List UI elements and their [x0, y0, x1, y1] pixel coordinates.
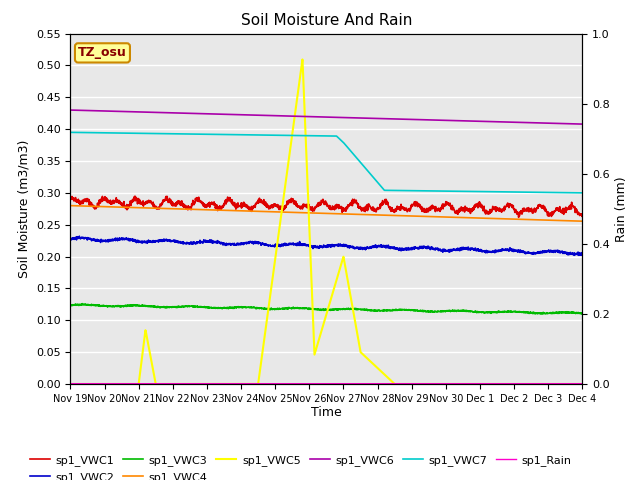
Legend: sp1_VWC1, sp1_VWC2, sp1_VWC3, sp1_VWC4, sp1_VWC5, sp1_VWC6, sp1_VWC7, sp1_Rain: sp1_VWC1, sp1_VWC2, sp1_VWC3, sp1_VWC4, …	[26, 451, 576, 480]
Line: sp1_VWC6: sp1_VWC6	[70, 110, 582, 124]
sp1_VWC7	[563, 190, 571, 195]
sp1_VWC6	[470, 118, 477, 124]
Title: Soil Moisture And Rain: Soil Moisture And Rain	[241, 13, 412, 28]
sp1_VWC1	[564, 206, 572, 212]
sp1_VWC2	[76, 233, 83, 239]
sp1_Rain	[579, 381, 586, 386]
sp1_VWC4	[470, 215, 477, 221]
Y-axis label: Rain (mm): Rain (mm)	[616, 176, 628, 241]
Line: sp1_VWC4: sp1_VWC4	[70, 205, 582, 221]
sp1_VWC5	[579, 381, 586, 387]
sp1_VWC4	[93, 204, 100, 209]
sp1_Rain	[67, 381, 74, 386]
sp1_VWC7	[302, 133, 310, 139]
sp1_VWC5	[299, 57, 307, 62]
sp1_VWC1	[131, 193, 139, 199]
sp1_VWC2	[316, 243, 323, 249]
sp1_VWC3	[470, 310, 477, 315]
sp1_VWC6	[302, 114, 310, 120]
Line: sp1_VWC1: sp1_VWC1	[70, 196, 582, 217]
sp1_VWC5	[564, 381, 572, 387]
sp1_VWC1	[67, 196, 74, 202]
sp1_VWC2	[470, 246, 477, 252]
sp1_VWC3	[539, 311, 547, 317]
sp1_VWC7	[93, 130, 100, 135]
Line: sp1_VWC2: sp1_VWC2	[70, 236, 582, 255]
sp1_VWC1	[579, 213, 586, 219]
sp1_VWC2	[564, 250, 572, 255]
sp1_VWC3	[93, 302, 100, 308]
sp1_VWC4	[67, 203, 74, 208]
sp1_VWC7	[564, 190, 572, 195]
sp1_VWC6	[93, 108, 100, 114]
Y-axis label: Soil Moisture (m3/m3): Soil Moisture (m3/m3)	[17, 140, 30, 278]
sp1_VWC2	[302, 243, 310, 249]
X-axis label: Time: Time	[311, 407, 342, 420]
sp1_VWC4	[302, 210, 310, 216]
sp1_VWC1	[302, 202, 310, 207]
sp1_VWC7	[316, 133, 323, 139]
sp1_VWC5	[316, 335, 323, 340]
sp1_Rain	[302, 381, 310, 386]
sp1_VWC5	[564, 381, 572, 387]
sp1_VWC3	[579, 311, 586, 317]
sp1_VWC4	[563, 218, 571, 224]
sp1_VWC3	[316, 307, 323, 313]
Line: sp1_VWC3: sp1_VWC3	[70, 304, 582, 314]
sp1_Rain	[316, 381, 323, 386]
sp1_VWC6	[564, 121, 572, 127]
sp1_VWC4	[316, 210, 323, 216]
sp1_VWC6	[316, 114, 323, 120]
sp1_VWC1	[515, 215, 522, 220]
sp1_VWC2	[93, 237, 100, 242]
sp1_VWC3	[79, 301, 86, 307]
sp1_VWC3	[564, 310, 572, 316]
sp1_VWC1	[470, 205, 477, 211]
sp1_VWC5	[302, 144, 310, 149]
sp1_VWC7	[579, 190, 586, 196]
sp1_Rain	[564, 381, 572, 386]
sp1_VWC6	[563, 121, 571, 127]
Line: sp1_VWC7: sp1_VWC7	[70, 132, 582, 193]
Text: TZ_osu: TZ_osu	[78, 47, 127, 60]
sp1_VWC1	[93, 204, 100, 210]
sp1_VWC2	[67, 236, 74, 242]
sp1_VWC1	[564, 206, 572, 212]
sp1_VWC7	[470, 189, 477, 194]
sp1_VWC3	[67, 302, 74, 308]
sp1_VWC4	[579, 218, 586, 224]
sp1_VWC4	[564, 218, 572, 224]
sp1_Rain	[93, 381, 100, 386]
sp1_VWC2	[570, 252, 578, 258]
sp1_VWC6	[579, 121, 586, 127]
sp1_VWC7	[67, 130, 74, 135]
sp1_Rain	[470, 381, 477, 386]
sp1_VWC5	[93, 381, 100, 387]
sp1_VWC5	[470, 381, 477, 387]
sp1_VWC3	[302, 305, 310, 311]
sp1_VWC2	[564, 251, 572, 257]
sp1_VWC2	[579, 251, 586, 256]
sp1_VWC6	[67, 107, 74, 113]
sp1_VWC1	[316, 201, 323, 207]
sp1_VWC3	[564, 310, 572, 315]
sp1_Rain	[563, 381, 571, 386]
sp1_VWC5	[67, 381, 74, 387]
Line: sp1_VWC5: sp1_VWC5	[70, 60, 582, 384]
